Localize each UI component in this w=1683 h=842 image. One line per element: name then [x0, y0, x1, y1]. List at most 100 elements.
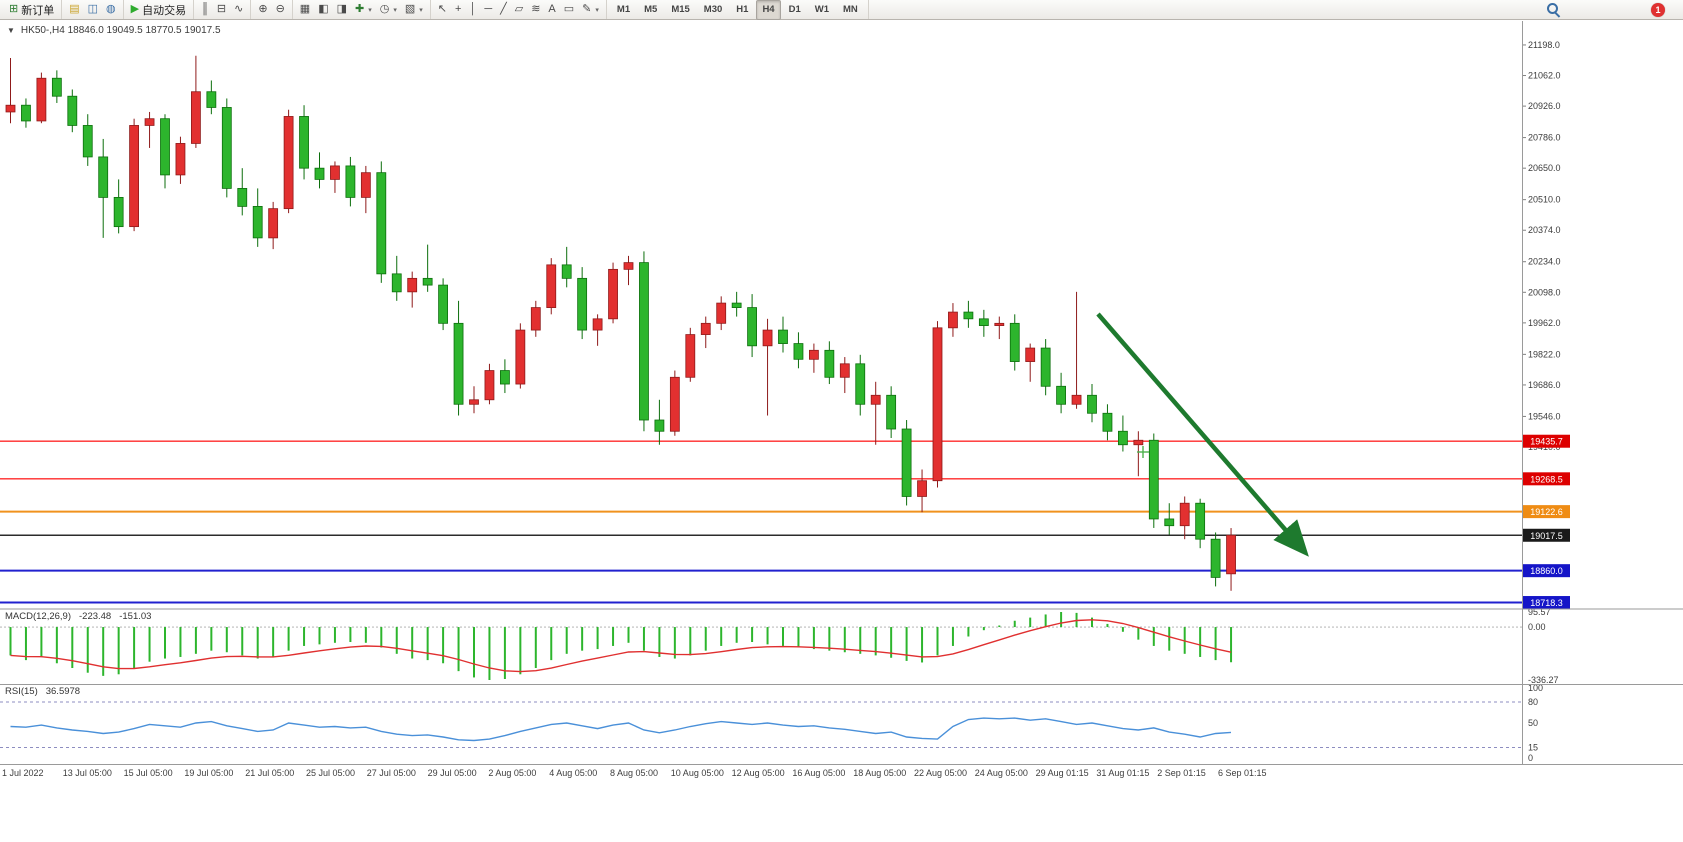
candlestick-chart-button[interactable]: ⊟ [214, 1, 229, 19]
svg-text:21198.0: 21198.0 [1528, 40, 1560, 50]
label-tool-button[interactable]: ▭ [561, 1, 577, 19]
svg-text:10 Aug 05:00: 10 Aug 05:00 [671, 768, 724, 778]
auto-scroll-button[interactable]: ◧ [315, 1, 331, 19]
new-order-label: 新订单 [21, 4, 55, 17]
channel-icon: ▱ [514, 3, 524, 15]
timeframe-d1-button[interactable]: D1 [788, 4, 801, 15]
auto-trading-button[interactable]: ▶ 自动交易 [128, 1, 189, 19]
chart-shift-button[interactable]: ◨ [334, 1, 350, 19]
timeframe-w1-button[interactable]: W1 [814, 4, 829, 15]
svg-text:1 Jul 2022: 1 Jul 2022 [2, 768, 44, 778]
timeframe-mn-button[interactable]: MN [843, 4, 858, 15]
vertical-line-icon: │ [469, 3, 477, 15]
timeframe-m1-button[interactable]: M1 [616, 4, 631, 15]
price-tag [1523, 596, 1570, 610]
svg-text:21062.0: 21062.0 [1528, 71, 1561, 81]
macd-signal-value: -151.03 [119, 611, 152, 622]
timeframe-h4-button[interactable]: H4 [756, 0, 781, 20]
horizontal-lines[interactable] [0, 440, 1522, 604]
chart-shift-icon: ◨ [336, 3, 347, 15]
svg-text:19962.0: 19962.0 [1528, 318, 1561, 328]
toolbar-group-chart-types: ║ ⊟ ∿ [194, 0, 252, 19]
chart-title: ▼ HK50-,H4 18846.0 19049.5 18770.5 19017… [7, 25, 221, 36]
svg-text:19546.0: 19546.0 [1528, 411, 1561, 421]
toolbar-group-panels: ▤ ◫ ◍ [62, 0, 124, 19]
new-order-button[interactable]: ⊞ 新订单 [6, 1, 57, 19]
svg-text:31 Aug 01:15: 31 Aug 01:15 [1096, 768, 1149, 778]
cursor-button[interactable]: ↖ [435, 1, 450, 19]
price-tag [1523, 434, 1570, 448]
macd-histogram [9, 612, 1233, 680]
svg-text:27 Jul 05:00: 27 Jul 05:00 [367, 768, 416, 778]
timeframe-m15-button[interactable]: M15 [671, 4, 690, 15]
price-tags: 19435.7 19268.5 19122.6 19017.5 18860.0 18718… [1523, 434, 1570, 610]
toolbar-group-drawing-tools: ↖ + │ ─ ╱ ▱ ≋ A ▭ ✎ ▾ [431, 0, 607, 19]
text-tool-button[interactable]: A [545, 1, 558, 19]
horizontal-line-button[interactable]: ─ [481, 1, 495, 19]
rsi-line [10, 717, 1232, 742]
market-watch-button[interactable]: ▤ [66, 1, 82, 19]
svg-text:19268.5: 19268.5 [1530, 474, 1563, 484]
svg-text:20510.0: 20510.0 [1528, 195, 1561, 205]
clock-icon: ◷ [379, 3, 390, 15]
svg-text:25 Jul 05:00: 25 Jul 05:00 [306, 768, 355, 778]
vertical-line-button[interactable]: │ [466, 1, 479, 19]
svg-text:-336.27: -336.27 [1528, 675, 1559, 685]
svg-text:20374.0: 20374.0 [1528, 225, 1561, 235]
candles [5, 55, 1236, 591]
timeframe-m5-button[interactable]: M5 [644, 4, 658, 15]
notification-badge[interactable]: 1 [1651, 3, 1665, 17]
svg-text:80: 80 [1528, 697, 1538, 707]
svg-text:50: 50 [1528, 718, 1538, 728]
bar-chart-button[interactable]: ║ [198, 1, 212, 19]
cursor-icon: ↖ [437, 3, 447, 15]
price-axis: 21198.0 21062.0 20926.0 20786.0 20650.0 20510… [1522, 40, 1561, 763]
data-window-button[interactable]: ◫ [85, 1, 101, 19]
auto-scroll-icon: ◧ [318, 3, 329, 15]
zoom-out-button[interactable]: ⊖ [273, 1, 288, 19]
chevron-down-icon: ▾ [393, 6, 397, 14]
svg-text:21 Jul 05:00: 21 Jul 05:00 [245, 768, 294, 778]
chevron-down-icon: ▾ [595, 6, 599, 14]
new-chart-button[interactable]: ✚ ▾ [352, 1, 375, 19]
auto-trading-label: 自动交易 [142, 4, 187, 17]
svg-text:13 Jul 05:00: 13 Jul 05:00 [63, 768, 112, 778]
fibonacci-button[interactable]: ≋ [528, 1, 543, 19]
macd-value: -223.48 [79, 611, 112, 622]
line-chart-icon: ∿ [234, 3, 244, 15]
timeframe-m30-button[interactable]: M30 [703, 4, 723, 15]
chart-expander-icon[interactable]: ▼ [7, 26, 15, 35]
text-icon: A [548, 3, 556, 15]
line-chart-button[interactable]: ∿ [231, 1, 246, 19]
bar-chart-icon: ║ [201, 3, 209, 15]
rsi-indicator-name: RSI(15) [5, 686, 38, 697]
svg-text:29 Jul 05:00: 29 Jul 05:00 [428, 768, 477, 778]
timeframe-h1-button[interactable]: H1 [736, 4, 749, 15]
svg-text:22 Aug 05:00: 22 Aug 05:00 [914, 768, 967, 778]
svg-text:19 Jul 05:00: 19 Jul 05:00 [184, 768, 233, 778]
crosshair-button[interactable]: + [452, 1, 464, 19]
svg-text:0.00: 0.00 [1528, 622, 1546, 632]
tile-windows-icon: ▦ [299, 3, 311, 15]
tile-windows-button[interactable]: ▦ [297, 1, 313, 19]
zoom-in-button[interactable]: ⊕ [255, 1, 270, 19]
templates-button[interactable]: ▧ ▾ [402, 1, 426, 19]
shapes-icon: ✎ [582, 3, 592, 15]
trend-arrow[interactable] [1096, 312, 1309, 557]
search-button[interactable] [1547, 3, 1561, 17]
trendline-button[interactable]: ╱ [497, 1, 510, 19]
market-watch-icon: ▤ [69, 3, 80, 15]
plus-icon: ✚ [355, 3, 365, 15]
periods-button[interactable]: ◷ ▾ [377, 1, 400, 19]
channel-button[interactable]: ▱ [512, 1, 526, 19]
macd-indicator-name: MACD(12,26,9) [5, 611, 71, 622]
shapes-button[interactable]: ✎ ▾ [579, 1, 602, 19]
toolbar-group-windows: ▦ ◧ ◨ ✚ ▾ ◷ ▾ ▧ ▾ [293, 0, 431, 19]
svg-text:19686.0: 19686.0 [1528, 380, 1561, 390]
svg-text:29 Aug 01:15: 29 Aug 01:15 [1036, 768, 1089, 778]
chevron-down-icon: ▾ [419, 6, 423, 14]
navigator-button[interactable]: ◍ [103, 1, 119, 19]
svg-text:20786.0: 20786.0 [1528, 133, 1561, 143]
